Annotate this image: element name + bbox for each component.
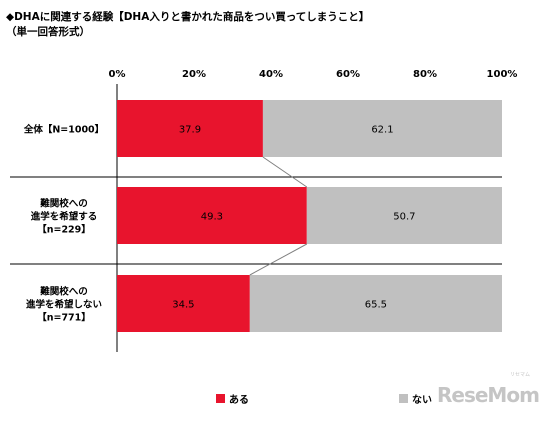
x-tick-label: 40%: [259, 69, 283, 80]
legend-label-aru: ある: [229, 395, 249, 406]
legend-swatch-nai: [399, 394, 408, 403]
legend-item-aru: ある: [216, 391, 249, 406]
data-label: 50.7: [393, 212, 415, 223]
bar-segment-aru: [117, 100, 263, 157]
category-label: 【n=229】: [37, 224, 91, 236]
bar-segment-aru: [117, 275, 250, 332]
category-label: 難関校への: [39, 198, 88, 210]
x-tick-label: 80%: [413, 69, 437, 80]
bar-segment-nai: [306, 187, 502, 244]
bar-segment-nai: [249, 275, 502, 332]
data-label: 65.5: [365, 300, 387, 311]
bar-segment-aru: [117, 187, 307, 244]
category-label: 【n=771】: [37, 312, 91, 324]
chart-subtitle: （単一回答形式）: [6, 26, 90, 38]
resemom-logo-sub: リセマム: [510, 372, 531, 378]
data-label: 49.3: [201, 212, 223, 223]
resemom-logo: ReseMom: [437, 383, 540, 407]
x-tick-label: 60%: [336, 69, 360, 80]
category-label: 全体【N=1000】: [23, 124, 104, 136]
connector-line: [262, 156, 308, 188]
x-tick-label: 20%: [182, 69, 206, 80]
legend-swatch-aru: [216, 394, 225, 403]
category-label: 進学を希望しない: [26, 299, 102, 311]
bar-segment-nai: [262, 100, 502, 157]
category-label: 難関校への: [39, 286, 88, 298]
x-tick-label: 0%: [109, 69, 126, 80]
legend-item-nai: ない: [399, 391, 432, 406]
category-label: 進学を希望する: [31, 211, 98, 223]
chart-title: ◆DHAに関連する経験【DHA入りと書かれた商品をつい買ってしまうこと】: [6, 11, 370, 23]
x-tick-label: 100%: [487, 69, 518, 80]
data-label: 34.5: [172, 300, 194, 311]
legend-label-nai: ない: [412, 395, 432, 406]
data-label: 37.9: [179, 125, 201, 136]
data-label: 62.1: [371, 125, 393, 136]
connector-line: [249, 243, 308, 276]
